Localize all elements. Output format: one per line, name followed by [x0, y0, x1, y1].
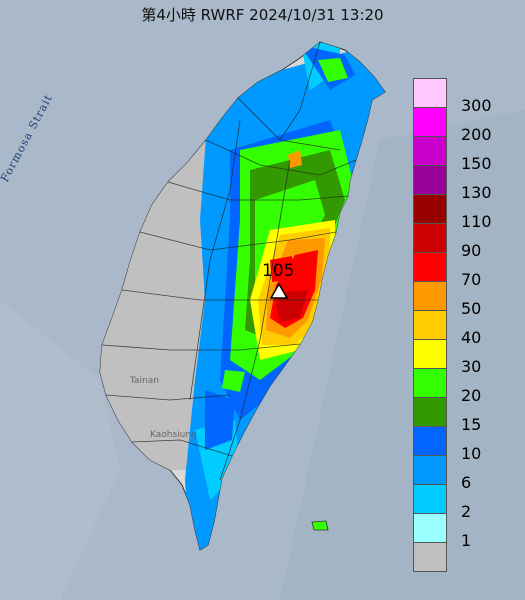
- legend-item: 40: [413, 310, 513, 347]
- legend-swatch: [413, 339, 447, 369]
- legend-label: 15: [461, 415, 482, 434]
- legend-swatch: [413, 542, 447, 572]
- legend-item: 15: [413, 397, 513, 434]
- ocean-texture: [0, 300, 120, 600]
- legend-item: 300: [413, 78, 513, 115]
- legend-swatch: [413, 281, 447, 311]
- map-title: 第4小時 RWRF 2024/10/31 13:20: [141, 6, 384, 24]
- legend-swatch: [413, 107, 447, 137]
- county-boundaries: [101, 41, 357, 481]
- legend-item: 90: [413, 223, 513, 260]
- legend-swatch: [413, 194, 447, 224]
- legend-label: 30: [461, 357, 482, 376]
- legend-swatch: [413, 136, 447, 166]
- legend-item: 30: [413, 339, 513, 376]
- legend-label: 2: [461, 502, 472, 521]
- legend-label: 90: [461, 241, 482, 260]
- legend-item: 70: [413, 252, 513, 289]
- city-label-tainan: Tainan: [130, 376, 159, 386]
- legend-label: 70: [461, 270, 482, 289]
- legend-item: 6: [413, 455, 513, 492]
- legend-swatch: [413, 513, 447, 543]
- legend-swatch: [413, 455, 447, 485]
- legend-swatch: [413, 252, 447, 282]
- legend-swatch: [413, 78, 447, 108]
- legend-label: 50: [461, 299, 482, 318]
- legend-label: 200: [461, 125, 492, 144]
- legend-swatch: [413, 484, 447, 514]
- green-island: [311, 520, 329, 531]
- legend-item: 150: [413, 136, 513, 173]
- legend-label: 10: [461, 444, 482, 463]
- legend-item: 1: [413, 513, 513, 550]
- peak-value-label: 105: [262, 261, 295, 281]
- legend-label: 130: [461, 183, 492, 202]
- legend-item: [413, 542, 513, 572]
- city-label-kaohsiung: Kaohsiung: [150, 430, 197, 440]
- legend-label: 1: [461, 531, 472, 550]
- legend-item: 20: [413, 368, 513, 405]
- ocean-texture: [280, 110, 525, 600]
- legend-label: 150: [461, 154, 492, 173]
- legend-swatch: [413, 368, 447, 398]
- legend-label: 40: [461, 328, 482, 347]
- legend-label: 110: [461, 212, 492, 231]
- legend-item: 2: [413, 484, 513, 521]
- legend-label: 6: [461, 473, 472, 492]
- legend-label: 300: [461, 96, 492, 115]
- legend-swatch: [413, 310, 447, 340]
- legend-item: 50: [413, 281, 513, 318]
- legend-item: 200: [413, 107, 513, 144]
- legend-swatch: [413, 397, 447, 427]
- legend-item: 110: [413, 194, 513, 231]
- legend-swatch: [413, 426, 447, 456]
- legend-label: 20: [461, 386, 482, 405]
- legend-item: 130: [413, 165, 513, 202]
- legend-swatch: [413, 165, 447, 195]
- legend-swatch: [413, 223, 447, 253]
- triangle-marker-icon: [270, 283, 288, 299]
- legend-item: 10: [413, 426, 513, 463]
